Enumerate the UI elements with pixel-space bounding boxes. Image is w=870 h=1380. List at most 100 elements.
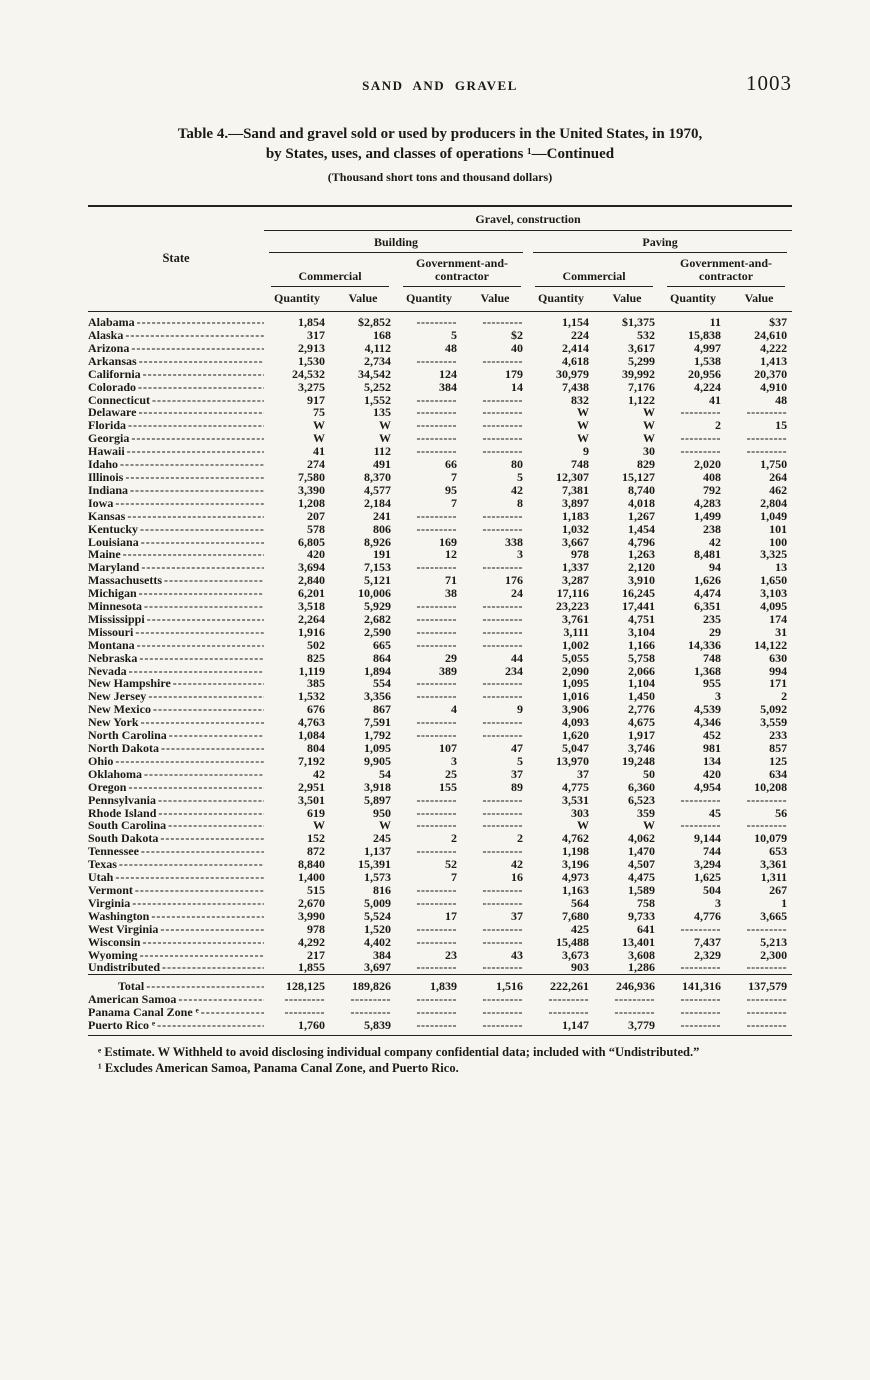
value-cell xyxy=(726,819,792,832)
table-row: Texas 8,840 15,391 52 42 3,196 4,507 3,294 3,361 xyxy=(88,858,792,871)
state-cell: Georgia xyxy=(88,432,264,445)
table-row: Iowa 1,208 2,184 7 8 3,897 4,018 4,283 2,804 xyxy=(88,497,792,510)
value-cell xyxy=(396,1019,462,1036)
dash-leader xyxy=(120,458,264,471)
empty-dashes xyxy=(681,819,721,832)
dash-leader xyxy=(115,755,264,768)
state-name: Panama Canal Zone ᵉ xyxy=(88,1006,199,1020)
dash-leader xyxy=(115,871,264,884)
value-cell: 4,018 xyxy=(628,496,655,510)
table-row: Washington 3,990 5,524 17 37 7,680 9,733 4,776 3… xyxy=(88,910,792,923)
value-cell xyxy=(396,523,462,536)
table-row: Idaho 274 491 66 80 748 829 2,020 1,750 xyxy=(88,458,792,471)
value-cell: 1,532 xyxy=(298,690,325,704)
value-cell: W xyxy=(313,432,325,446)
empty-dashes xyxy=(417,613,457,626)
state-cell: South Carolina xyxy=(88,819,264,832)
value-cell xyxy=(396,1006,462,1019)
value-cell: 3,910 xyxy=(628,574,655,588)
value-cell: 2,670 xyxy=(298,896,325,910)
value-cell xyxy=(660,993,726,1006)
value-cell: 4,675 xyxy=(628,716,655,730)
dash-leader xyxy=(138,406,264,419)
value-cell xyxy=(396,432,462,445)
dash-leader xyxy=(131,432,264,445)
value-cell: 950 xyxy=(373,806,391,820)
value-cell xyxy=(462,1006,528,1019)
value-cell: 2,682 xyxy=(364,612,391,626)
state-cell: Delaware xyxy=(88,406,264,419)
value-cell: 832 xyxy=(571,393,589,407)
value-cell: 189,826 xyxy=(330,974,396,994)
table-row: Montana 502 665 1,002 1,166 14,336 14,122 xyxy=(88,639,792,652)
value-cell: 2 xyxy=(781,690,788,704)
value-cell: 4,062 xyxy=(628,832,655,846)
value-cell: 234 xyxy=(505,664,523,678)
value-cell: 792 xyxy=(703,483,721,497)
value-cell: 42 xyxy=(709,535,721,549)
value-cell: 978 xyxy=(307,922,325,936)
value-cell: 2,951 xyxy=(298,780,325,794)
value-cell xyxy=(462,729,528,742)
value-cell: 274 xyxy=(307,458,325,471)
dash-leader xyxy=(161,742,264,755)
footnote-excludes: ¹ Excludes American Samoa, Panama Canal … xyxy=(98,1061,459,1076)
value-cell: 8 xyxy=(517,496,523,510)
value-cell: 101 xyxy=(769,522,788,536)
state-cell: Puerto Rico ᵉ xyxy=(88,1019,264,1036)
dash-leader xyxy=(140,949,264,962)
empty-dashes xyxy=(417,961,457,974)
table-row: Missouri 1,916 2,590 3,111 3,104 29 31 xyxy=(88,626,792,639)
value-cell: 4,346 xyxy=(694,716,721,730)
value-cell: 2 xyxy=(517,832,523,846)
state-name: Montana xyxy=(88,638,135,652)
value-cell: 7,176 xyxy=(628,380,655,394)
empty-dashes xyxy=(747,445,787,458)
state-name: Maryland xyxy=(88,561,140,575)
table-row: Minnesota 3,518 5,929 23,223 17,441 6,351 4,09… xyxy=(88,600,792,613)
value-cell: 4 xyxy=(451,703,457,717)
value-cell: 4,475 xyxy=(628,871,655,884)
value-cell: 744 xyxy=(703,845,721,859)
value-cell xyxy=(594,993,660,1006)
empty-dashes xyxy=(483,315,523,329)
value-cell: 50 xyxy=(643,767,655,781)
state-name: Oregon xyxy=(88,780,127,794)
empty-dashes xyxy=(351,993,391,1006)
value-cell: 4,997 xyxy=(694,341,721,355)
empty-dashes xyxy=(417,419,457,432)
value-cell: 425 xyxy=(571,922,589,936)
value-cell xyxy=(462,432,528,445)
value-cell: 107 xyxy=(439,742,457,755)
empty-dashes xyxy=(483,510,523,523)
value-cell: 1,454 xyxy=(628,522,655,536)
header-gravel-construction-label: Gravel, construction xyxy=(264,207,793,231)
header-value-3: Value xyxy=(594,287,660,313)
header-building-label: Building xyxy=(269,231,523,253)
state-name: Arizona xyxy=(88,341,130,355)
state-cell: Maine xyxy=(88,548,264,561)
state-name: Arkansas xyxy=(88,354,137,368)
value-cell: 34,542 xyxy=(358,367,391,381)
value-cell: 1,263 xyxy=(628,548,655,562)
dash-leader xyxy=(138,381,264,394)
state-name: Massachusetts xyxy=(88,574,162,588)
empty-dashes xyxy=(417,729,457,742)
value-cell: 1,620 xyxy=(562,729,589,742)
value-cell: 3 xyxy=(517,548,523,562)
value-cell: 303 xyxy=(571,806,589,820)
value-cell: 1,095 xyxy=(562,677,589,691)
value-cell: 1,368 xyxy=(694,664,721,678)
table-subtitle: (Thousand short tons and thousand dollar… xyxy=(327,169,553,184)
empty-dashes xyxy=(417,406,457,419)
dash-leader xyxy=(168,819,264,832)
value-cell xyxy=(396,690,462,703)
empty-dashes xyxy=(417,1006,457,1019)
table-row: Maryland 3,694 7,153 1,337 2,120 94 13 xyxy=(88,561,792,574)
state-cell: Minnesota xyxy=(88,600,264,613)
value-cell: 171 xyxy=(769,677,788,691)
value-cell: 3,518 xyxy=(298,600,325,613)
header-gravel-construction: Gravel, construction xyxy=(264,206,793,231)
state-name: New Mexico xyxy=(88,703,151,717)
